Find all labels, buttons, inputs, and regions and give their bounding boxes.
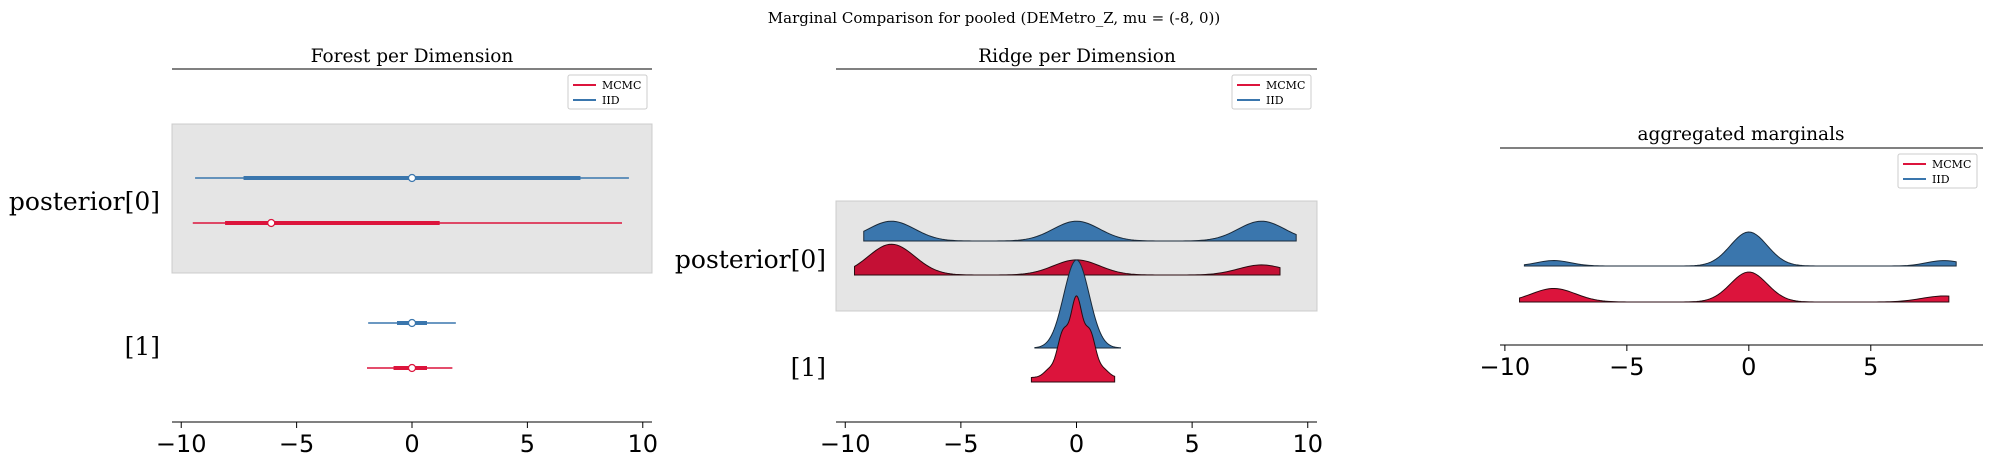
ridge-x-tick-label: −5 (943, 430, 978, 458)
forest-point-iid (407, 318, 417, 328)
aggregated-panel: aggregated marginals −10 −5 0 5 MCMC IID (1480, 124, 1983, 381)
forest-row-label: posterior[0] (9, 187, 160, 216)
ridge-title: Ridge per Dimension (978, 46, 1176, 67)
forest-x-tick-label: 10 (627, 430, 658, 458)
figure-title: Marginal Comparison for pooled (DEMetro_… (768, 9, 1220, 27)
ridge-density-mcmc-posterior0 (854, 243, 1281, 276)
legend-label-iid: IID (1932, 173, 1950, 186)
forest-point-mcmc (267, 218, 276, 228)
aggregated-density-iid (1523, 231, 1957, 267)
forest-point-iid (407, 173, 417, 183)
ridge-x-tick-label: 10 (1292, 430, 1323, 458)
ridge-x-tick-label: −10 (820, 430, 871, 458)
forest-x-tick-label: −5 (279, 430, 314, 458)
ridge-panel: Ridge per Dimension −10 −5 0 5 10 posterior[0… (675, 46, 1323, 458)
legend-label-mcmc: MCMC (1932, 158, 1971, 171)
forest-row-label: [1] (125, 332, 160, 361)
forest-point-mcmc (407, 363, 417, 373)
forest-x-tick-label: 5 (520, 430, 535, 458)
forest-shaded-band (171, 123, 653, 274)
aggregated-x-tick-label: 5 (1863, 353, 1878, 381)
ridge-row-label: [1] (791, 353, 826, 382)
forest-x-tick-label: −10 (156, 430, 207, 458)
ridge-x-tick-label: 0 (1069, 430, 1084, 458)
legend-label-iid: IID (1266, 94, 1284, 107)
ridge-x-tick-label: 5 (1184, 430, 1199, 458)
aggregated-x-tick-label: −5 (1609, 353, 1644, 381)
legend-label-mcmc: MCMC (1266, 79, 1305, 92)
ridge-row-label: posterior[0] (675, 245, 826, 274)
aggregated-density-mcmc (1519, 271, 1950, 303)
ridge-density-mcmc-1 (1030, 295, 1116, 383)
forest-x-tick-label: 0 (404, 430, 419, 458)
aggregated-x-tick-label: −10 (1480, 353, 1531, 381)
aggregated-title: aggregated marginals (1637, 124, 1844, 145)
forest-panel: Forest per Dimension −10 −5 0 5 10 posterior[… (9, 46, 658, 458)
forest-title: Forest per Dimension (311, 46, 514, 67)
ridge-density-iid-posterior0 (863, 220, 1297, 242)
legend-label-mcmc: MCMC (602, 79, 641, 92)
aggregated-x-tick-label: 0 (1741, 353, 1756, 381)
legend-label-iid: IID (602, 94, 620, 107)
